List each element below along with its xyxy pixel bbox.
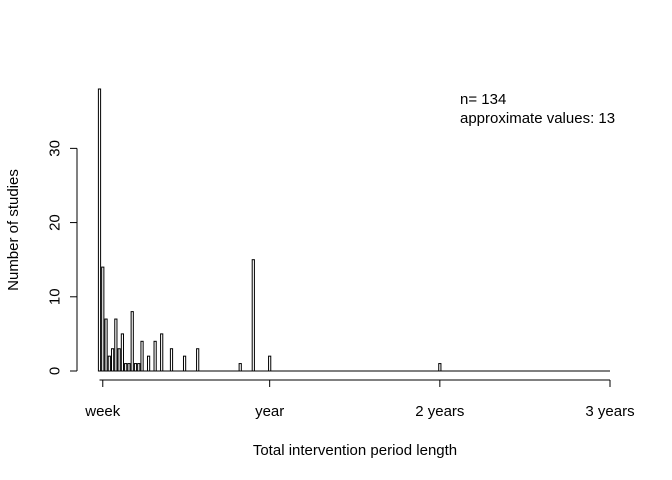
x-axis: week year 2 years 3 years bbox=[84, 379, 635, 420]
bar bbox=[110, 348, 115, 372]
sample-size-annotation: n= 134 bbox=[460, 91, 506, 108]
y-axis: 0 10 20 30 bbox=[46, 140, 78, 375]
bar bbox=[97, 88, 102, 372]
bar bbox=[120, 333, 125, 372]
bar bbox=[101, 266, 105, 372]
bar bbox=[130, 311, 134, 372]
bar bbox=[268, 355, 272, 372]
bar bbox=[182, 355, 187, 372]
bar bbox=[107, 355, 111, 372]
bar bbox=[160, 333, 164, 372]
bars-group bbox=[97, 88, 610, 372]
bar bbox=[117, 348, 121, 372]
bar bbox=[133, 363, 138, 372]
bar bbox=[124, 363, 128, 372]
bar bbox=[146, 355, 151, 372]
bar bbox=[251, 259, 255, 372]
x-tick-label: 2 years bbox=[415, 403, 464, 420]
bar bbox=[169, 348, 174, 372]
x-tick-label: week bbox=[84, 403, 121, 420]
y-tick-label: 10 bbox=[46, 288, 63, 305]
bar bbox=[153, 340, 157, 372]
y-tick-label: 20 bbox=[46, 214, 63, 231]
bar bbox=[196, 348, 200, 372]
y-tick-label: 0 bbox=[46, 367, 63, 375]
bar bbox=[104, 318, 108, 372]
bar bbox=[127, 363, 131, 372]
approximate-values-annotation: approximate values: 13 bbox=[460, 110, 615, 127]
bar bbox=[438, 363, 442, 372]
bar bbox=[238, 363, 242, 372]
x-tick-label: 3 years bbox=[585, 403, 634, 420]
x-tick-label: year bbox=[255, 403, 284, 420]
bar bbox=[140, 340, 144, 372]
x-axis-label: Total intervention period length bbox=[253, 442, 457, 459]
bar bbox=[114, 318, 118, 372]
bar bbox=[137, 363, 141, 372]
y-tick-label: 30 bbox=[46, 140, 63, 157]
y-axis-label: Number of studies bbox=[5, 169, 22, 291]
